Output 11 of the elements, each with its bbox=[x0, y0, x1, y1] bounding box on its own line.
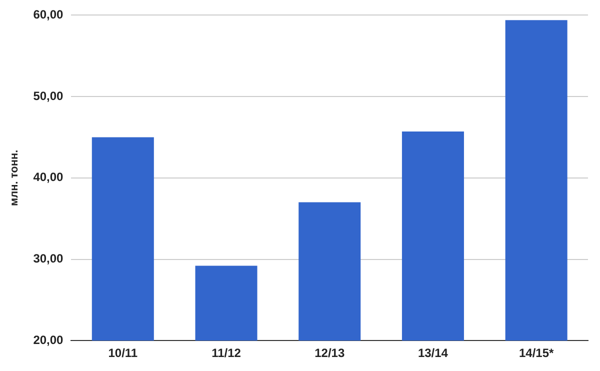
y-tick-label: 20,00 bbox=[33, 332, 64, 347]
y-tick-label: 40,00 bbox=[33, 170, 64, 184]
y-tick-label: 60,00 bbox=[33, 8, 64, 22]
y-tick-label: 50,00 bbox=[33, 88, 64, 103]
x-tick-label: 11/12 bbox=[212, 346, 242, 360]
x-tick-label: 12/13 bbox=[314, 346, 345, 360]
y-axis-title: млн. тонн. bbox=[8, 150, 21, 206]
y-tick-label: 30,00 bbox=[33, 252, 64, 266]
x-tick-label: 10/11 bbox=[108, 346, 138, 360]
x-tick-label: 13/14 bbox=[418, 346, 448, 360]
x-tick-label: 14/15* bbox=[518, 346, 554, 360]
